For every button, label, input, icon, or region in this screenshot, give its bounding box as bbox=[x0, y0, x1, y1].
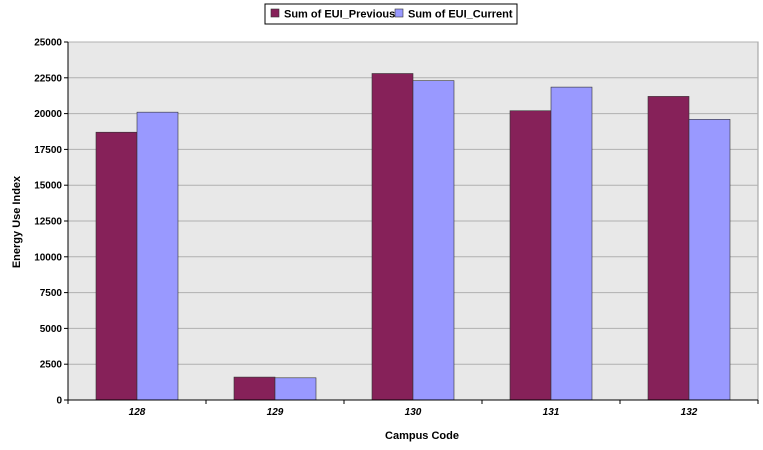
legend-label: Sum of EUI_Previous bbox=[284, 9, 395, 21]
x-axis-title: Campus Code bbox=[385, 430, 459, 442]
y-tick-label: 12500 bbox=[34, 217, 62, 228]
y-tick-label: 0 bbox=[56, 396, 62, 407]
x-tick-label: 130 bbox=[405, 407, 422, 418]
y-tick-label: 15000 bbox=[34, 181, 62, 192]
bar-sum-of-eui-previous-131 bbox=[509, 110, 552, 401]
legend-swatch bbox=[394, 8, 404, 18]
bars bbox=[95, 73, 731, 401]
y-tick-label: 20000 bbox=[34, 109, 62, 120]
x-axis-ticks: 128 129 130 131 132 bbox=[67, 400, 759, 418]
y-tick-label: 17500 bbox=[34, 145, 62, 156]
bar-sum-of-eui-previous-130 bbox=[371, 73, 414, 401]
y-axis-title: Energy Use Index bbox=[11, 175, 23, 268]
x-tick-label: 128 bbox=[129, 407, 146, 418]
y-tick-label: 22500 bbox=[34, 73, 62, 84]
bar-sum-of-eui-previous-128 bbox=[95, 131, 138, 401]
legend-swatch bbox=[270, 8, 280, 18]
x-tick-label: 129 bbox=[267, 407, 284, 418]
bar-sum-of-eui-current-130 bbox=[412, 80, 455, 401]
bar-sum-of-eui-current-129 bbox=[274, 377, 317, 401]
legend-box bbox=[264, 3, 518, 25]
bar-sum-of-eui-current-131 bbox=[550, 86, 593, 401]
x-tick-label: 131 bbox=[543, 407, 560, 418]
legend-label: Sum of EUI_Current bbox=[408, 9, 513, 21]
y-tick-label: 2500 bbox=[40, 360, 63, 371]
y-axis-ticks: 0 2500 5000 7500 10000 12500 15000 17500 20000 22… bbox=[34, 38, 68, 407]
x-tick-label: 132 bbox=[681, 407, 698, 418]
y-tick-label: 5000 bbox=[40, 324, 63, 335]
bar-sum-of-eui-current-128 bbox=[136, 111, 179, 401]
y-tick-label: 10000 bbox=[34, 252, 62, 263]
bar-sum-of-eui-current-132 bbox=[688, 119, 731, 401]
y-tick-label: 7500 bbox=[40, 288, 63, 299]
bar-sum-of-eui-previous-129 bbox=[233, 376, 276, 401]
bar-sum-of-eui-previous-132 bbox=[647, 96, 690, 401]
y-tick-label: 25000 bbox=[34, 38, 62, 49]
legend: Sum of EUI_Previous Sum of EUI_Current bbox=[264, 3, 518, 25]
